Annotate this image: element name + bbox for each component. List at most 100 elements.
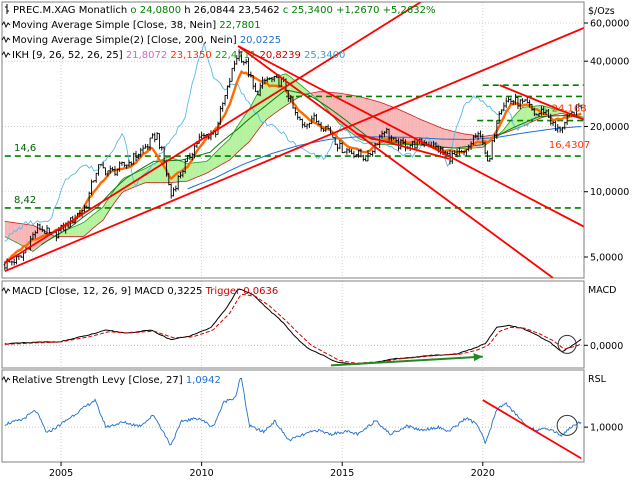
cloud-segment: [360, 97, 364, 141]
cloud-segment: [129, 174, 132, 190]
cloud-segment: [86, 217, 90, 234]
cloud-segment: [421, 120, 425, 145]
cloud-segment: [253, 97, 256, 137]
cloud-segment: [426, 121, 429, 146]
cloud-segment: [150, 164, 153, 183]
cloud-segment: [391, 106, 394, 145]
trendline: [356, 132, 450, 160]
macd-unit-label: MACD: [588, 285, 616, 296]
macd-legend-part: MACD 0,3225: [131, 286, 202, 297]
cloud-segment: [405, 112, 408, 145]
price-unit-label: $/Ozs: [588, 6, 615, 17]
cloud-segment: [234, 127, 237, 156]
price-legend-1: Moving Average Simple(2) [Close, 200, Ne…: [1, 35, 282, 46]
cloud-segment: [93, 212, 97, 228]
cloud-segment: [555, 109, 558, 115]
cloud-segment: [400, 110, 404, 145]
cloud-segment: [443, 128, 446, 148]
cloud-segment: [189, 163, 193, 181]
line-indicator-icon: [1, 21, 11, 29]
cloud-segment: [173, 158, 176, 183]
line-indicator-icon: [1, 287, 11, 295]
price-legend-2-part: 23,1350: [167, 50, 212, 61]
trendline: [237, 45, 584, 228]
price-legend-2: IKH [9, 26, 52, 26, 25] 21,8072 23,1350 …: [1, 50, 346, 61]
axes: 5,0000 10,0000 20,0000 40,0000 60,0000 0,0000…: [49, 6, 629, 479]
rsl-legend-part: 1,0942: [183, 375, 221, 386]
senkou-span-b: [4, 91, 584, 238]
cloud-segment: [433, 124, 436, 147]
price-legend-1-part: Moving Average Simple(2) [Close, 200, Ne…: [12, 35, 237, 46]
cloud-segment: [227, 139, 230, 162]
cloud-segment: [440, 127, 443, 148]
cloud-fill: [4, 73, 584, 252]
trendline: [4, 2, 423, 264]
price-legend-2-part: 20,8239: [256, 50, 301, 61]
cloud-segment: [335, 92, 338, 122]
price-header-part: PREC.M.XAG: [13, 5, 76, 16]
cloud-segment: [96, 210, 99, 226]
macd-tick-label: 0,0000: [590, 341, 623, 352]
cloud-segment: [201, 161, 204, 176]
cloud-segment: [211, 154, 214, 171]
price-legend-0-text: Moving Average Simple [Close, 38, Nein] …: [12, 20, 261, 31]
cloud-segment: [293, 78, 296, 101]
cloud-segment: [328, 92, 331, 114]
cloud-segment: [264, 79, 268, 122]
price-header-part: +1,2670: [333, 5, 380, 16]
cloud-segment: [368, 98, 371, 143]
cloud-segment: [239, 120, 242, 151]
cloud-segment: [152, 163, 155, 183]
cloud-segment: [84, 219, 87, 236]
cloud-segment: [403, 111, 406, 145]
price-bars: [3, 49, 583, 271]
cloud-segment: [18, 223, 22, 246]
cloud-segment: [407, 113, 411, 145]
line-indicator-icon: [1, 51, 11, 59]
cloud-segment: [396, 108, 399, 145]
cloud-segment: [236, 123, 240, 154]
x-tick-label: 2015: [330, 468, 354, 479]
cloud-segment: [72, 226, 76, 237]
macd-legend-part: Trigger 0,0636: [202, 286, 278, 297]
cloud-segment: [232, 131, 235, 158]
cloud-segment: [4, 221, 8, 238]
panel-frames: [1, 1, 585, 463]
price-legend-1-part: 20,0225: [237, 35, 282, 46]
cloud-segment: [215, 150, 218, 168]
trendlines: [4, 2, 584, 278]
chikou-span-line: [4, 41, 546, 242]
divergence-arrow: [330, 355, 483, 367]
rsl-legend-text: Relative Strength Levy [Close, 27] 1,094…: [12, 375, 221, 386]
price-header-text: PREC.M.XAG Monatlich o 24,0800 h 26,0844…: [13, 5, 436, 16]
cloud-segment: [100, 207, 104, 222]
cloud-segment: [431, 123, 434, 147]
cloud-segment: [464, 133, 467, 149]
macd-legend: MACD [Close, 12, 26, 9] MACD 0,3225 Trig…: [1, 286, 278, 297]
price-header-part: +5,2632%: [379, 5, 435, 16]
cloud-segment: [75, 225, 78, 237]
cloud-segment: [225, 141, 228, 163]
cloud-segment: [250, 101, 254, 140]
cloud-segment: [21, 223, 24, 247]
cloud-segment: [377, 101, 380, 145]
cloud-segment: [248, 106, 251, 143]
cloud-segment: [466, 134, 469, 149]
price-legend-2-part: 21,8072: [123, 50, 168, 61]
macd-trigger-line: [4, 293, 582, 364]
cloud-segment: [370, 99, 373, 143]
cloud-segment: [525, 106, 528, 126]
macd-legend-part: MACD [Close, 12, 26, 9]: [12, 286, 131, 297]
price-header: PREC.M.XAG Monatlich o 24,0800 h 26,0844…: [5, 4, 436, 16]
cloud-segment: [89, 216, 92, 232]
cloud-segment: [194, 162, 197, 179]
cloud-segment: [438, 126, 441, 148]
cloud-segment: [454, 131, 457, 149]
cloud-segment: [218, 147, 221, 167]
rsl-series: [4, 377, 582, 460]
cloud-segment: [457, 132, 460, 149]
price-legend-0: Moving Average Simple [Close, 38, Nein] …: [1, 20, 261, 31]
price-legend-2-part: 25,3400: [301, 50, 346, 61]
ohlc-bars: [3, 49, 583, 271]
price-header-part: h 26,0844: [181, 5, 235, 16]
